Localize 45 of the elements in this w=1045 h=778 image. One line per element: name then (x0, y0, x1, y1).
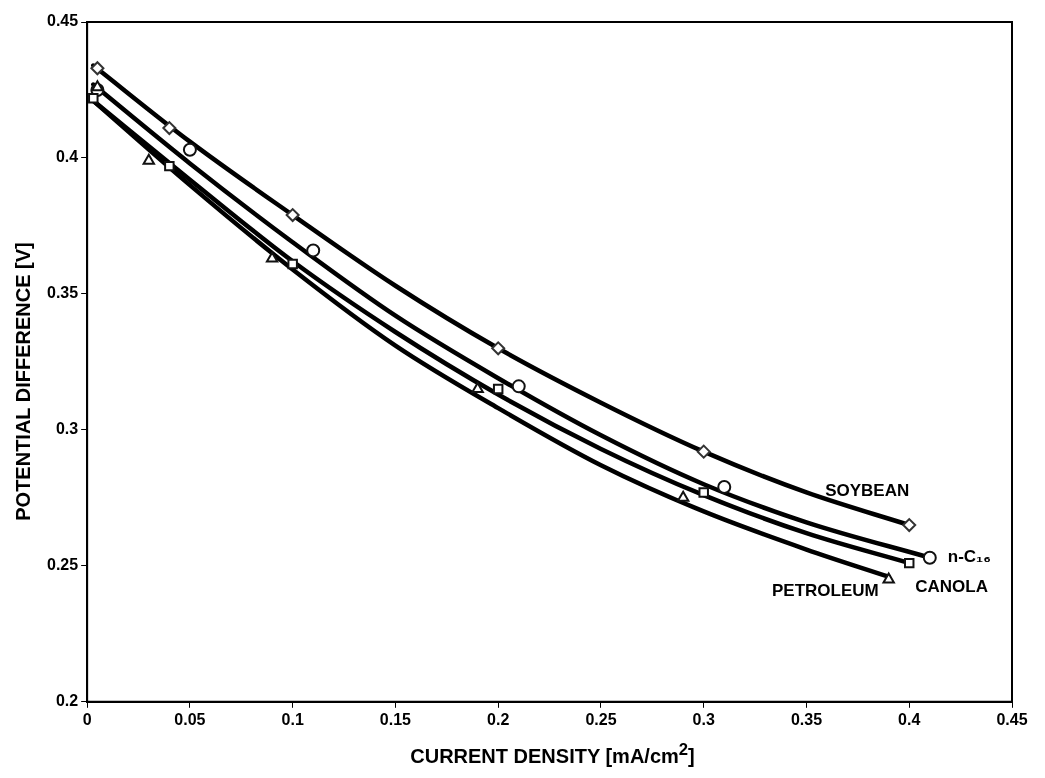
point (162, 121, 177, 136)
point (287, 258, 298, 270)
series-label: CANOLA (915, 576, 988, 596)
y-tick-label: 0.45 (47, 12, 79, 30)
point (491, 341, 506, 356)
point (904, 557, 915, 569)
point (696, 444, 711, 459)
point (698, 487, 709, 498)
y-tick-label: 0.4 (55, 148, 79, 166)
point (88, 92, 99, 104)
x-tick-label: 0.45 (996, 710, 1028, 728)
x-tick-label: 0.35 (790, 710, 823, 728)
x-tick-label: 0.3 (692, 710, 715, 728)
point (91, 80, 104, 92)
y-tick-label: 0.3 (55, 420, 79, 438)
x-axis-title: CURRENT DENSITY [mA/cm$^{2}$] (410, 740, 695, 767)
point (902, 518, 917, 533)
point (306, 243, 321, 258)
point (511, 379, 526, 394)
y-tick-label: 0.2 (55, 692, 79, 710)
point (676, 490, 690, 502)
y-axis-title: POTENTIAL DIFFERENCE [V] (11, 242, 34, 521)
point (882, 572, 895, 584)
x-tick-label: 0.1 (281, 710, 304, 728)
series-label: SOYBEAN (825, 480, 910, 500)
point (922, 550, 937, 565)
x-tick-label: 0.15 (379, 710, 412, 728)
x-tick-label: 0.25 (585, 710, 617, 728)
point (285, 208, 300, 223)
point (471, 382, 484, 394)
series-label: n-C₁₆ (947, 547, 991, 567)
point (90, 61, 105, 76)
y-tick-label: 0.35 (47, 284, 79, 302)
x-tick-label: 0 (82, 710, 92, 728)
x-tick-label: 0.2 (487, 710, 510, 728)
point (142, 153, 155, 165)
point (717, 479, 732, 494)
point (265, 251, 279, 263)
point (182, 142, 197, 157)
series-label: PETROLEUM (771, 581, 879, 601)
x-tick-label: 0.4 (898, 710, 921, 728)
point (492, 383, 504, 395)
x-tick-label: 0.05 (174, 710, 206, 728)
point (164, 160, 175, 172)
y-tick-label: 0.25 (47, 556, 79, 574)
